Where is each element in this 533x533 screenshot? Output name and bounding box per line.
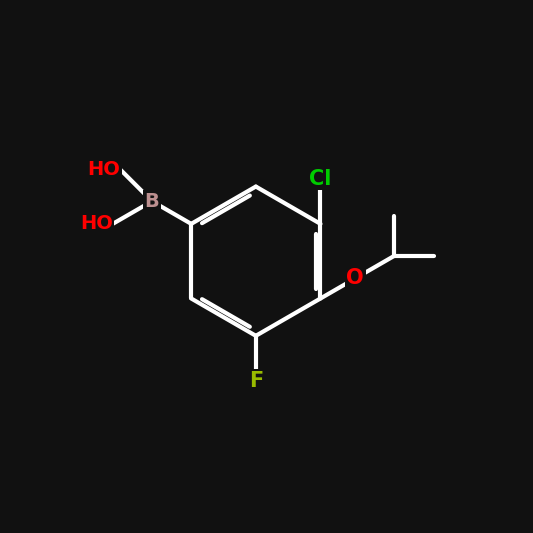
Text: Cl: Cl — [309, 168, 332, 189]
Text: F: F — [249, 371, 263, 391]
Text: HO: HO — [87, 160, 120, 179]
Text: B: B — [144, 192, 159, 211]
Text: O: O — [346, 269, 364, 288]
Text: HO: HO — [80, 214, 113, 233]
